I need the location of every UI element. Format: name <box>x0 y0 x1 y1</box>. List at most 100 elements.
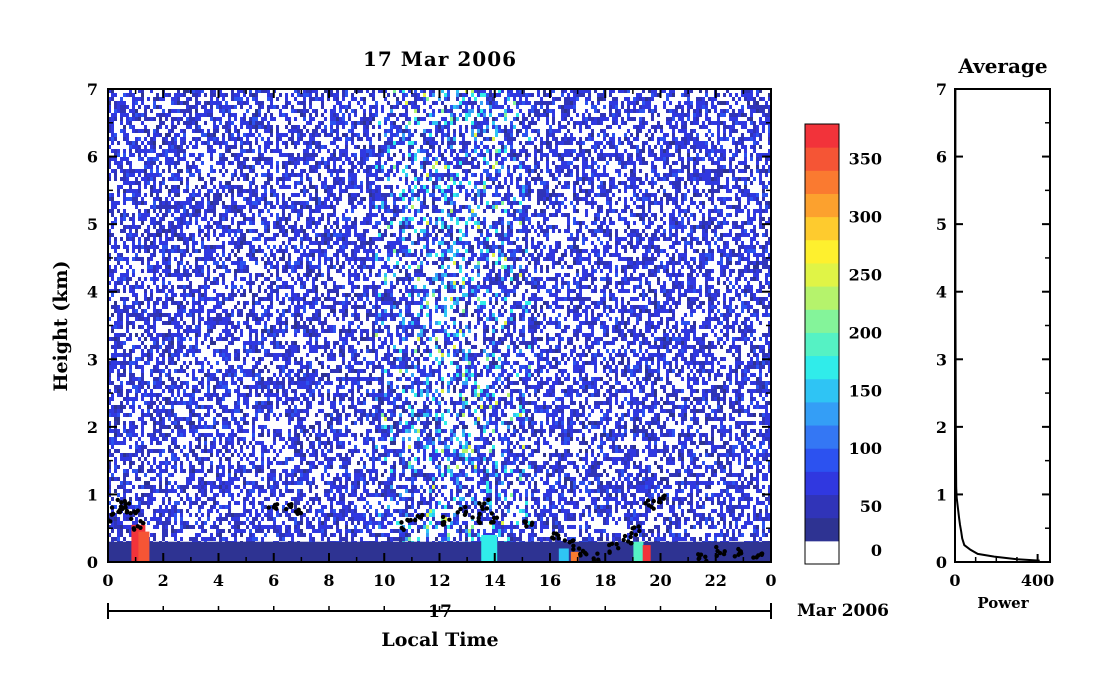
heatmap-cell <box>117 101 120 105</box>
heatmap-cell <box>189 213 192 217</box>
heatmap-cell <box>309 361 312 365</box>
heatmap-cell <box>249 181 252 185</box>
heatmap-cell <box>162 285 165 289</box>
heatmap-cell <box>291 293 294 297</box>
heatmap-cell <box>144 113 147 117</box>
heatmap-cell <box>174 161 177 165</box>
heatmap-cell <box>216 105 219 109</box>
heatmap-cell <box>192 293 195 297</box>
heatmap-cell <box>261 345 264 349</box>
heatmap-cell <box>147 505 150 509</box>
heatmap-cell <box>150 517 153 521</box>
heatmap-cell <box>261 273 264 277</box>
heatmap-cell <box>174 185 177 189</box>
heatmap-cell <box>279 277 282 281</box>
heatmap-cell <box>270 329 273 333</box>
heatmap-cell <box>282 369 285 373</box>
heatmap-cell <box>255 189 258 193</box>
heatmap-cell <box>192 345 195 349</box>
heatmap-cell <box>195 457 198 461</box>
heatmap-cell <box>285 325 288 329</box>
heatmap-cell <box>222 301 225 305</box>
heatmap-cell <box>162 245 165 249</box>
heatmap-cell <box>171 145 174 149</box>
heatmap-cell <box>258 209 261 213</box>
heatmap-cell <box>231 477 234 481</box>
heatmap-cell <box>207 257 210 261</box>
heatmap-cell <box>309 377 312 381</box>
heatmap-cell <box>288 421 291 425</box>
heatmap-cell <box>246 201 249 205</box>
heatmap-cell <box>147 105 150 109</box>
heatmap-cell <box>321 433 324 437</box>
heatmap-cell <box>276 225 279 229</box>
heatmap-cell <box>165 261 168 265</box>
heatmap-cell <box>300 325 303 329</box>
heatmap-cell <box>324 125 327 129</box>
heatmap-cell <box>159 521 162 525</box>
heatmap-cell <box>270 117 273 121</box>
heatmap-cell <box>123 477 126 481</box>
heatmap-cell <box>111 113 114 117</box>
heatmap-cell <box>147 329 150 333</box>
heatmap-cell <box>120 109 123 113</box>
heatmap-cell <box>171 157 174 161</box>
heatmap-cell <box>111 517 114 521</box>
heatmap-cell <box>249 509 252 513</box>
heatmap-cell <box>234 417 237 421</box>
heatmap-cell <box>309 193 312 197</box>
heatmap-cell <box>138 485 141 489</box>
heatmap-cell <box>336 125 339 129</box>
heatmap-cell <box>177 221 180 225</box>
heatmap-cell <box>267 497 270 501</box>
heatmap-cell <box>174 301 177 305</box>
heatmap-cell <box>333 393 336 397</box>
heatmap-cell <box>138 465 141 469</box>
heatmap-cell <box>270 149 273 153</box>
heatmap-cell <box>294 373 297 377</box>
heatmap-cell <box>183 417 186 421</box>
heatmap-cell <box>126 237 129 241</box>
heatmap-cell <box>201 425 204 429</box>
heatmap-cell <box>192 433 195 437</box>
heatmap-cell <box>126 113 129 117</box>
heatmap-cell <box>333 105 336 109</box>
heatmap-cell <box>303 533 306 537</box>
heatmap-cell <box>291 141 294 145</box>
heatmap-cell <box>318 441 321 445</box>
heatmap-cell <box>126 273 129 277</box>
heatmap-cell <box>297 297 300 301</box>
heatmap-cell <box>219 349 222 353</box>
heatmap-cell <box>222 249 225 253</box>
heatmap-cell <box>117 277 120 281</box>
heatmap-cell <box>228 481 231 485</box>
heatmap-cell <box>207 273 210 277</box>
heatmap-cell <box>150 389 153 393</box>
heatmap-cell <box>117 493 120 497</box>
heatmap-cell <box>147 261 150 265</box>
heatmap-cell <box>321 473 324 477</box>
heatmap-cell <box>132 189 135 193</box>
heatmap-cell <box>324 329 327 333</box>
heatmap-cell <box>189 221 192 225</box>
heatmap-cell <box>258 161 261 165</box>
heatmap-cell <box>249 349 252 353</box>
heatmap-cell <box>252 329 255 333</box>
heatmap-cell <box>216 201 219 205</box>
heatmap-cell <box>237 161 240 165</box>
heatmap-cell <box>132 421 135 425</box>
heatmap-cell <box>300 521 303 525</box>
heatmap-cell <box>120 313 123 317</box>
heatmap-cell <box>261 457 264 461</box>
heatmap-cell <box>168 237 171 241</box>
heatmap-cell <box>330 189 333 193</box>
heatmap-cell <box>162 497 165 501</box>
heatmap-cell <box>288 257 291 261</box>
heatmap-cell <box>231 369 234 373</box>
heatmap-cell <box>255 237 258 241</box>
heatmap-cell <box>144 321 147 325</box>
heatmap-cell <box>171 437 174 441</box>
heatmap-cell <box>198 477 201 481</box>
heatmap-cell <box>123 245 126 249</box>
heatmap-cell <box>279 245 282 249</box>
